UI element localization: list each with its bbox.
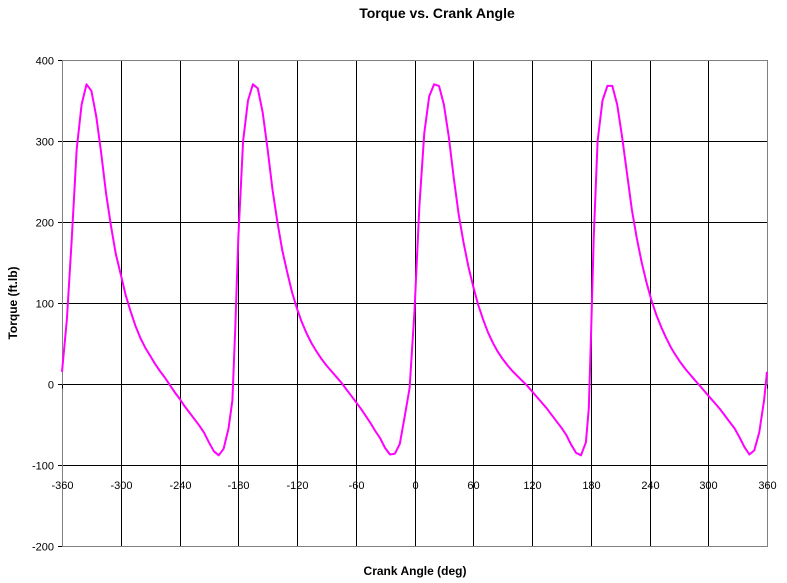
- x-tick-label: 0: [412, 480, 418, 492]
- y-tick-label: 400: [36, 56, 54, 68]
- x-tick-label: -360: [51, 480, 73, 492]
- x-tick-label: -120: [286, 480, 308, 492]
- y-tick-label: 200: [36, 218, 54, 230]
- y-axis-ticks: -200 -100 0 100 200 300 400: [32, 56, 62, 554]
- x-tick-label: 120: [523, 480, 541, 492]
- y-tick-label: -200: [32, 542, 54, 554]
- x-tick-label: 60: [467, 480, 479, 492]
- x-tick-label: -300: [110, 480, 132, 492]
- x-tick-label: -180: [227, 480, 249, 492]
- y-axis-label: Torque (ft.lb): [6, 266, 20, 339]
- y-tick-label: -100: [32, 461, 54, 473]
- x-tick-label: 180: [582, 480, 600, 492]
- x-axis-label: Crank Angle (deg): [364, 564, 467, 578]
- y-tick-label: 100: [36, 299, 54, 311]
- x-tick-label: 300: [699, 480, 717, 492]
- chart-title: Torque vs. Crank Angle: [359, 5, 515, 21]
- y-tick-label: 300: [36, 137, 54, 149]
- torque-series-line: [61, 83, 768, 457]
- plot-area-frame: [62, 60, 768, 547]
- x-tick-label: 360: [758, 480, 776, 492]
- x-tick-label: 240: [641, 480, 659, 492]
- x-tick-label: -240: [169, 480, 191, 492]
- y-tick-label: 0: [48, 380, 54, 392]
- x-tick-label: -60: [349, 480, 365, 492]
- x-axis-ticks: -360 -300 -240 -180 -120 -60 0 60 120 180 240 300 36…: [51, 384, 777, 492]
